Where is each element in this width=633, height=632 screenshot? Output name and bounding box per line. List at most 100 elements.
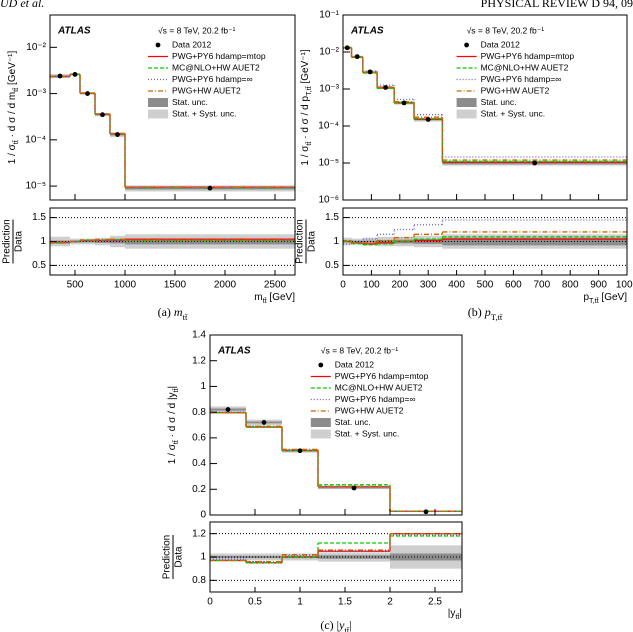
- label-part: 1 / σ: [300, 145, 311, 166]
- y-tick-label: 10⁻³: [319, 84, 339, 95]
- label-part: |: [349, 618, 351, 632]
- ratio-frame: [49, 207, 296, 276]
- data-point: [100, 112, 105, 118]
- label-part: [GeV⁻¹]: [300, 49, 311, 86]
- legend-label: Stat. + Syst. unc.: [481, 108, 545, 118]
- y-tick-label: 10⁻⁵: [25, 181, 46, 192]
- data-point: [344, 45, 350, 51]
- ratio-stat-band: [362, 240, 378, 243]
- data-point: [115, 132, 120, 137]
- legend-label: PWG+HW AUET2: [335, 405, 404, 415]
- figure-caption: (b) pT,tt̄: [468, 305, 503, 322]
- legend-label: Stat. unc.: [481, 97, 517, 107]
- x-tick-label: 500: [477, 280, 494, 291]
- legend-label: PWG+PY6 hdamp=∞: [481, 74, 562, 84]
- y-tick-label: 10⁻²: [319, 47, 339, 58]
- y-tick-label: 0.6: [192, 432, 206, 443]
- header-left: UD et al.: [0, 0, 44, 10]
- legend-label: MC@NLO+HW AUET2: [481, 62, 569, 72]
- ratio-stat-band: [414, 239, 443, 244]
- ratio-y-tick-label: 1: [200, 552, 206, 563]
- label-part: m: [254, 292, 262, 303]
- legend-band: [310, 429, 331, 439]
- legend-data-marker: [464, 42, 469, 48]
- x-tick-label: 1000: [114, 280, 137, 291]
- legend-label: PWG+HW AUET2: [172, 85, 241, 95]
- x-tick-label: 300: [420, 280, 437, 291]
- label-part: tt̄: [171, 440, 180, 444]
- label-part: · d σ / d m: [7, 92, 18, 140]
- y-tick-label: 10⁻¹: [319, 10, 339, 21]
- y-tick-label: 1.2: [192, 355, 206, 366]
- data-point: [261, 420, 267, 425]
- figure-caption: (a) mtt̄: [158, 305, 189, 322]
- main-frame: [209, 334, 463, 516]
- label-part: m: [174, 305, 183, 319]
- data-point: [532, 160, 538, 166]
- data-point: [401, 100, 407, 106]
- label-part: T,tt̄: [304, 86, 313, 96]
- label-part: · d σ / d |y: [167, 392, 178, 440]
- ratio-label-bottom: Data: [14, 231, 25, 253]
- label-part: |: [167, 386, 178, 389]
- ratio-label-bottom: Data: [174, 546, 185, 568]
- experiment-label: ATLAS: [57, 26, 91, 37]
- legend-label: PWG+PY6 hdamp=mtop: [172, 51, 266, 61]
- label-part: p: [583, 292, 589, 303]
- y-axis-label: 1 / σtt̄ · d σ / d mtt̄ [GeV⁻¹]: [7, 51, 21, 165]
- ratio-frame: [209, 521, 463, 593]
- label-part: (c) |: [320, 618, 339, 632]
- ratio-y-tick-label: 1.5: [32, 212, 46, 223]
- legend-label: Stat. + Syst. unc.: [172, 108, 237, 118]
- y-tick-label: 0.4: [192, 458, 206, 469]
- x-tick-label: 2500: [264, 280, 287, 291]
- label-part: tt̄: [171, 388, 180, 392]
- legend-label: PWG+PY6 hdamp=mtop: [481, 51, 575, 61]
- legend-band: [148, 98, 168, 107]
- x-tick-label: 0: [340, 280, 346, 291]
- data-point: [207, 185, 213, 191]
- label-part: tt̄: [183, 312, 189, 322]
- experiment-label: ATLAS: [350, 26, 384, 37]
- data-point: [297, 448, 303, 454]
- y-tick-label: 0.2: [192, 484, 206, 495]
- ratio-label-bottom: Data: [307, 231, 318, 253]
- x-axis-label: mtt̄ [GeV]: [254, 292, 295, 306]
- x-tick-label: 600: [505, 280, 522, 291]
- label-part: T,tt̄: [491, 312, 503, 322]
- y-tick-label: 10⁻⁴: [318, 121, 339, 132]
- ratio-label-top: Prediction: [162, 535, 173, 579]
- x-tick-label: 1500: [164, 280, 187, 291]
- energy-label: √s = 8 TeV, 20.2 fb⁻¹: [467, 25, 545, 35]
- ratio-y-tick-label: 1: [40, 236, 46, 247]
- legend-label: MC@NLO+HW AUET2: [335, 382, 423, 392]
- label-part: tt̄: [344, 625, 350, 632]
- figure-caption: (c) |ytt̄|: [320, 618, 351, 632]
- label-part: (b): [468, 305, 485, 319]
- y-tick-label: 10⁻⁶: [318, 195, 339, 206]
- data-point: [57, 73, 63, 79]
- data-point: [423, 509, 429, 515]
- ratio-label-top: Prediction: [295, 219, 306, 263]
- x-tick-label: 0: [207, 597, 213, 608]
- label-part: 1 / σ: [167, 443, 178, 464]
- legend-label: Stat. unc.: [172, 97, 208, 107]
- y-tick-label: 10⁻⁵: [318, 158, 339, 169]
- y-tick-label: 10⁻⁴: [25, 134, 46, 145]
- x-tick-label: 500: [67, 280, 84, 291]
- main-frame: [49, 14, 296, 201]
- data-point: [367, 69, 373, 75]
- legend-band: [148, 109, 168, 119]
- energy-label: √s = 8 TeV, 20.2 fb⁻¹: [158, 25, 236, 35]
- ratio-stat-band: [351, 240, 363, 243]
- x-tick-label: 900: [590, 280, 607, 291]
- x-tick-label: 700: [533, 280, 550, 291]
- legend-label: Stat. unc.: [335, 417, 371, 427]
- ratio-y-tick-label: 0.8: [192, 575, 206, 586]
- x-axis-label: |ytt̄|: [448, 608, 462, 622]
- label-part: tt̄: [11, 88, 20, 92]
- ratio-stat-band: [80, 240, 95, 243]
- legend-label: Data 2012: [335, 359, 374, 369]
- ratio-y-tick-label: 1: [333, 236, 339, 247]
- data-point: [354, 54, 360, 60]
